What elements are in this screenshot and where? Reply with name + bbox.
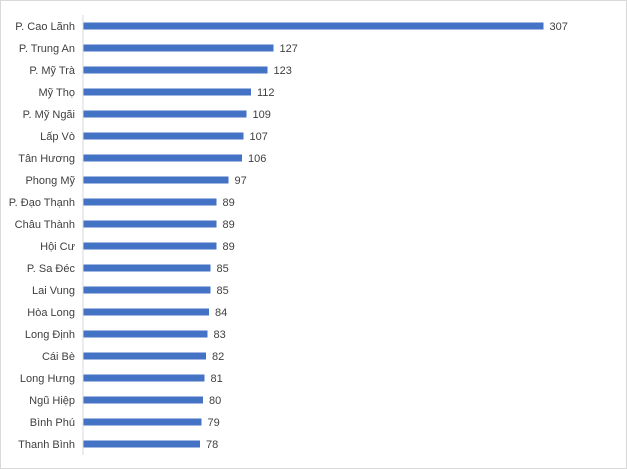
category-label: Thanh Bình xyxy=(18,439,75,451)
category-label: Bình Phú xyxy=(30,417,75,429)
category-label: Châu Thành xyxy=(15,219,75,231)
bar xyxy=(83,330,208,338)
data-label: 82 xyxy=(212,351,224,363)
data-label: 81 xyxy=(211,373,223,385)
data-label: 85 xyxy=(217,263,229,275)
data-label: 89 xyxy=(223,197,235,209)
category-label: Long Định xyxy=(25,329,75,341)
category-label: P. Sa Đéc xyxy=(27,263,76,275)
data-label: 109 xyxy=(253,109,271,121)
category-label-group: P. Cao Lãnh P. Trung An P. Mỹ Trà Mỹ Thọ P. … xyxy=(9,21,76,451)
bar-group xyxy=(83,22,544,448)
data-label: 107 xyxy=(250,131,268,143)
data-label-group: 3071271231121091071069789898985858483828… xyxy=(206,21,568,451)
data-label: 123 xyxy=(274,65,292,77)
bar xyxy=(83,352,206,360)
category-label: P. Đạo Thạnh xyxy=(9,197,75,209)
data-label: 85 xyxy=(217,285,229,297)
category-label: Phong Mỹ xyxy=(25,175,75,187)
category-label: Long Hưng xyxy=(20,373,75,385)
bar xyxy=(83,418,202,426)
data-label: 89 xyxy=(223,241,235,253)
bar xyxy=(83,110,247,118)
category-label: P. Mỹ Trà xyxy=(29,65,76,77)
bar xyxy=(83,176,229,184)
category-label: Lấp Vò xyxy=(40,131,75,143)
data-label: 80 xyxy=(209,395,221,407)
data-label: 89 xyxy=(223,219,235,231)
data-label: 112 xyxy=(257,87,275,99)
category-label: P. Trung An xyxy=(19,43,75,55)
bar xyxy=(83,198,217,206)
category-label: Ngũ Hiệp xyxy=(29,395,75,407)
bar xyxy=(83,132,244,140)
data-label: 83 xyxy=(214,329,226,341)
data-label: 127 xyxy=(280,43,298,55)
category-label: Tân Hương xyxy=(18,153,75,165)
data-label: 84 xyxy=(215,307,227,319)
bar xyxy=(83,44,274,52)
category-label: P. Cao Lãnh xyxy=(15,21,75,33)
bar xyxy=(83,374,205,382)
bar xyxy=(83,286,211,294)
bar xyxy=(83,220,217,228)
bar xyxy=(83,154,242,162)
data-label: 79 xyxy=(208,417,220,429)
category-label: P. Mỹ Ngãi xyxy=(23,109,75,121)
data-label: 307 xyxy=(550,21,568,33)
bar xyxy=(83,66,268,74)
data-label: 97 xyxy=(235,175,247,187)
bar xyxy=(83,396,203,404)
bar xyxy=(83,308,209,316)
category-label: Hòa Long xyxy=(27,307,75,319)
category-label: Cái Bè xyxy=(42,351,75,363)
bar xyxy=(83,88,251,96)
category-label: Lai Vung xyxy=(32,285,75,297)
bar xyxy=(83,242,217,250)
bar xyxy=(83,440,200,448)
category-label: Hội Cư xyxy=(40,241,76,253)
data-label: 106 xyxy=(248,153,266,165)
bar xyxy=(83,22,544,30)
bar xyxy=(83,264,211,272)
data-label: 78 xyxy=(206,439,218,451)
category-label: Mỹ Thọ xyxy=(39,87,75,99)
